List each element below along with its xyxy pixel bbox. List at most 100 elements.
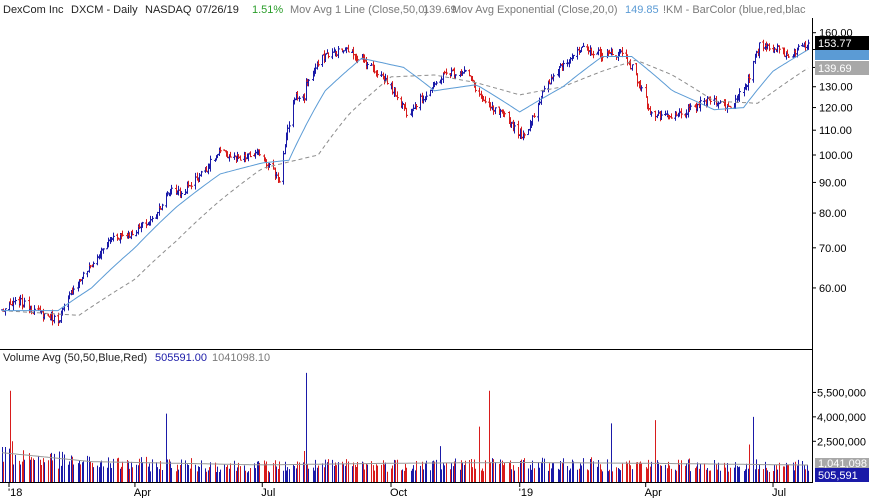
ohlc-bar — [57, 312, 60, 327]
ohlc-bar — [272, 159, 275, 170]
ohlc-bar — [552, 73, 555, 82]
ohlc-bar — [37, 305, 40, 311]
ohlc-bar — [391, 81, 394, 95]
sma-price-badge-text: 139.69 — [818, 63, 852, 75]
ohlc-bar — [680, 108, 683, 119]
ohlc-bar — [433, 81, 436, 88]
ohlc-bar — [425, 91, 428, 101]
ohlc-bar — [762, 39, 765, 52]
ohlc-bar — [81, 277, 84, 285]
ohlc-bar — [619, 48, 622, 54]
ohlc-bar — [654, 110, 657, 122]
ohlc-bar — [597, 47, 600, 56]
ohlc-bar — [345, 47, 348, 54]
ohlc-bar — [484, 96, 487, 104]
ohlc-bar — [582, 42, 585, 47]
volume-avg-legend-value: 1041098.10 — [212, 352, 270, 364]
ohlc-bar — [562, 60, 565, 71]
ohlc-bar — [537, 102, 540, 122]
ohlc-bar — [249, 151, 252, 158]
ohlc-bar — [184, 189, 187, 196]
ohlc-bar — [138, 223, 141, 229]
ohlc-bar — [233, 152, 236, 160]
price-panel — [1, 39, 810, 327]
ohlc-bar — [47, 313, 50, 317]
volume-tick-label: 5,500,000 — [817, 387, 866, 399]
ticker-label: DXCM - Daily — [71, 4, 138, 16]
ohlc-bar — [131, 229, 134, 236]
ohlc-bar — [112, 232, 115, 242]
ohlc-bar — [538, 97, 541, 106]
ohlc-bar — [244, 151, 247, 163]
sma50-line — [1, 59, 809, 316]
ohlc-bar — [768, 43, 771, 52]
ohlc-bar — [797, 44, 800, 51]
ohlc-bar — [482, 96, 485, 102]
time-tick-label: Jul — [772, 487, 786, 498]
volume-avg-line — [1, 452, 808, 466]
ohlc-bar — [170, 184, 173, 195]
ohlc-bar — [288, 121, 291, 133]
ohlc-bar — [117, 237, 120, 240]
volume-tick-label: 4,000,000 — [817, 412, 866, 424]
sma-price-badge — [815, 61, 869, 75]
ohlc-bar — [738, 88, 741, 102]
ohlc-bar — [198, 172, 201, 182]
volume-legend-value: 505591.00 — [155, 352, 207, 364]
price-panel-header: DexCom Inc DXCM - Daily NASDAQ 07/26/19 … — [3, 4, 806, 16]
ohlc-bar — [776, 43, 779, 53]
ohlc-bar — [223, 149, 226, 152]
ohlc-bar — [787, 54, 790, 59]
ohlc-bar — [72, 285, 75, 295]
ohlc-bar — [79, 278, 82, 282]
ohlc-bar — [327, 52, 330, 59]
ohlc-bar — [450, 67, 453, 77]
ohlc-bar — [209, 155, 212, 172]
ohlc-bar — [401, 101, 404, 110]
ohlc-bar — [445, 68, 448, 76]
ohlc-bar — [621, 46, 624, 58]
ohlc-bar — [533, 113, 536, 118]
ohlc-bar — [689, 103, 692, 111]
ohlc-bar — [205, 166, 208, 172]
ohlc-bar — [58, 320, 61, 323]
ohlc-bar — [159, 205, 162, 210]
ohlc-bar — [166, 191, 169, 197]
ohlc-bar — [435, 81, 438, 86]
ohlc-bar — [664, 110, 667, 116]
ohlc-bar — [366, 61, 369, 70]
ohlc-bar — [331, 48, 334, 60]
ohlc-bar — [755, 50, 758, 58]
ema-legend-value: 149.85 — [625, 4, 659, 16]
barcolor-legend-label: !KM - BarColor (blue,red,blac — [663, 4, 806, 16]
volume-panel — [1, 372, 809, 482]
ohlc-bar — [376, 70, 379, 78]
ohlc-bar — [219, 146, 222, 154]
ohlc-bar — [752, 60, 755, 83]
ohlc-bar — [635, 63, 638, 76]
ohlc-bar — [678, 108, 681, 117]
ohlc-bar — [337, 45, 340, 59]
price-tick-label: 120.00 — [819, 103, 853, 115]
ohlc-bar — [335, 51, 338, 57]
ohlc-bar — [631, 64, 634, 71]
sma-legend-label: Mov Avg 1 Line (Close,50,0) — [290, 4, 428, 16]
last-price-badge-text: 153.77 — [818, 38, 852, 50]
ohlc-bar — [468, 69, 471, 77]
ohlc-bar — [592, 50, 595, 59]
ohlc-bar — [548, 79, 551, 85]
ohlc-bar — [396, 91, 399, 101]
ohlc-bar — [100, 247, 103, 260]
ohlc-bar — [670, 113, 673, 119]
ohlc-bar — [543, 85, 546, 92]
volume-bars — [2, 372, 809, 482]
ohlc-bar — [566, 59, 569, 67]
ohlc-bar — [321, 54, 324, 67]
ohlc-bar — [807, 39, 810, 50]
ohlc-bar — [258, 149, 261, 157]
ohlc-bar — [324, 53, 327, 63]
ohlc-bar — [190, 181, 193, 190]
ohlc-bar — [503, 111, 506, 118]
ohlc-bar — [307, 79, 310, 87]
ohlc-bar — [748, 73, 751, 83]
